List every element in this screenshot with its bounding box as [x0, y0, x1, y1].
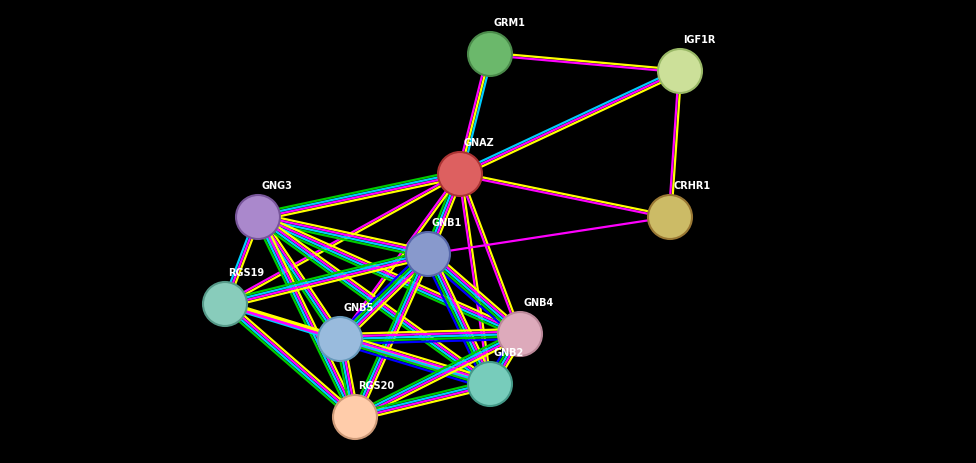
- Circle shape: [203, 282, 247, 326]
- Circle shape: [333, 395, 377, 439]
- Text: CRHR1: CRHR1: [673, 181, 711, 191]
- Circle shape: [406, 232, 450, 276]
- Circle shape: [236, 195, 280, 239]
- Text: RGS19: RGS19: [228, 268, 264, 277]
- Text: GNB4: GNB4: [523, 297, 553, 307]
- Text: GNAZ: GNAZ: [463, 138, 494, 148]
- Text: GNG3: GNG3: [261, 181, 292, 191]
- Circle shape: [438, 153, 482, 197]
- Text: GNB2: GNB2: [493, 347, 523, 357]
- Text: GNB1: GNB1: [431, 218, 462, 227]
- Circle shape: [468, 33, 512, 77]
- Circle shape: [318, 317, 362, 361]
- Text: GNB5: GNB5: [343, 302, 373, 313]
- Circle shape: [648, 195, 692, 239]
- Circle shape: [468, 362, 512, 406]
- Text: GRM1: GRM1: [493, 18, 525, 28]
- Text: RGS20: RGS20: [358, 380, 394, 390]
- Circle shape: [658, 50, 702, 94]
- Text: IGF1R: IGF1R: [683, 35, 715, 45]
- Circle shape: [498, 313, 542, 356]
